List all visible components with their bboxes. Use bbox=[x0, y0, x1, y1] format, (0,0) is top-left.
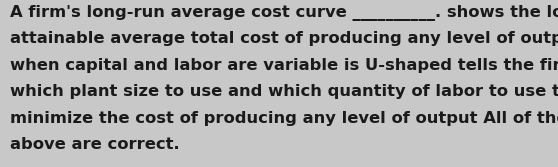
Text: when capital and labor are variable is U-shaped tells the firm: when capital and labor are variable is U… bbox=[10, 58, 558, 73]
Text: A firm's long-run average cost curve __________. shows the lowest: A firm's long-run average cost curve ___… bbox=[10, 5, 558, 21]
Text: attainable average total cost of producing any level of output: attainable average total cost of produci… bbox=[10, 31, 558, 46]
Text: above are correct.: above are correct. bbox=[10, 137, 180, 152]
Text: minimize the cost of producing any level of output All of the: minimize the cost of producing any level… bbox=[10, 111, 558, 126]
Text: which plant size to use and which quantity of labor to use to: which plant size to use and which quanti… bbox=[10, 84, 558, 99]
